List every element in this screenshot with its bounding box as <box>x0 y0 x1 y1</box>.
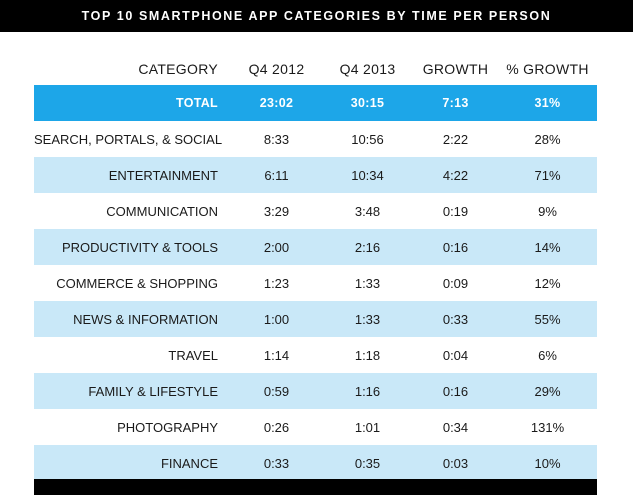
growth-cell: 0:04 <box>413 337 498 373</box>
q4-2012-cell: 0:33 <box>231 445 322 481</box>
q4-2012-cell: 3:29 <box>231 193 322 229</box>
q4-2013-cell: 0:35 <box>322 445 413 481</box>
total-growth-cell: 7:13 <box>413 85 498 121</box>
pct-growth-cell: 10% <box>498 445 597 481</box>
q4-2013-cell: 3:48 <box>322 193 413 229</box>
category-cell: PHOTOGRAPHY <box>34 409 231 445</box>
bottom-bar <box>34 479 597 495</box>
q4-2012-cell: 2:00 <box>231 229 322 265</box>
column-header-q4-2012: Q4 2012 <box>248 60 305 77</box>
total-row: TOTAL 23:02 30:15 7:13 31% <box>34 85 597 121</box>
pct-growth-cell: 55% <box>498 301 597 337</box>
growth-cell: 0:16 <box>413 373 498 409</box>
table-row: TRAVEL 1:14 1:18 0:04 6% <box>34 337 597 373</box>
q4-2013-cell: 1:18 <box>322 337 413 373</box>
table-body: TOTAL 23:02 30:15 7:13 31% SEARCH, PORTA… <box>34 85 597 481</box>
growth-cell: 0:33 <box>413 301 498 337</box>
pct-growth-cell: 14% <box>498 229 597 265</box>
total-q4-2012-cell: 23:02 <box>231 85 322 121</box>
chart-title: TOP 10 SMARTPHONE APP CATEGORIES BY TIME… <box>0 0 633 32</box>
column-header-pct-growth: % GROWTH <box>506 60 589 77</box>
q4-2012-cell: 6:11 <box>231 157 322 193</box>
column-header-growth: GROWTH <box>422 60 489 77</box>
category-cell: FINANCE <box>34 445 231 481</box>
growth-cell: 0:19 <box>413 193 498 229</box>
pct-growth-cell: 131% <box>498 409 597 445</box>
total-label-cell: TOTAL <box>34 85 231 121</box>
table-row: FINANCE 0:33 0:35 0:03 10% <box>34 445 597 481</box>
q4-2012-cell: 0:59 <box>231 373 322 409</box>
q4-2013-cell: 1:01 <box>322 409 413 445</box>
growth-cell: 0:34 <box>413 409 498 445</box>
table-row: COMMUNICATION 3:29 3:48 0:19 9% <box>34 193 597 229</box>
table-row: PHOTOGRAPHY 0:26 1:01 0:34 131% <box>34 409 597 445</box>
q4-2012-cell: 1:14 <box>231 337 322 373</box>
growth-cell: 0:03 <box>413 445 498 481</box>
growth-cell: 0:16 <box>413 229 498 265</box>
pct-growth-cell: 12% <box>498 265 597 301</box>
total-q4-2013-cell: 30:15 <box>322 85 413 121</box>
column-header-q4-2013: Q4 2013 <box>339 60 396 77</box>
table-row: ENTERTAINMENT 6:11 10:34 4:22 71% <box>34 157 597 193</box>
q4-2013-cell: 2:16 <box>322 229 413 265</box>
category-cell: FAMILY & LIFESTYLE <box>34 373 231 409</box>
table-row: SEARCH, PORTALS, & SOCIAL 8:33 10:56 2:22 28… <box>34 121 597 157</box>
category-cell: ENTERTAINMENT <box>34 157 231 193</box>
category-cell: SEARCH, PORTALS, & SOCIAL <box>34 121 231 157</box>
q4-2012-cell: 1:23 <box>231 265 322 301</box>
q4-2013-cell: 1:33 <box>322 301 413 337</box>
growth-cell: 4:22 <box>413 157 498 193</box>
q4-2013-cell: 1:33 <box>322 265 413 301</box>
pct-growth-cell: 6% <box>498 337 597 373</box>
q4-2013-cell: 10:34 <box>322 157 413 193</box>
q4-2013-cell: 1:16 <box>322 373 413 409</box>
pct-growth-cell: 71% <box>498 157 597 193</box>
category-cell: PRODUCTIVITY & TOOLS <box>34 229 231 265</box>
header-row: CATEGORY Q4 2012 Q4 2013 GROWTH % GROWTH <box>34 52 597 85</box>
table-row: NEWS & INFORMATION 1:00 1:33 0:33 55% <box>34 301 597 337</box>
pct-growth-cell: 9% <box>498 193 597 229</box>
growth-cell: 2:22 <box>413 121 498 157</box>
total-pct-growth-cell: 31% <box>498 85 597 121</box>
pct-growth-cell: 29% <box>498 373 597 409</box>
category-cell: NEWS & INFORMATION <box>34 301 231 337</box>
table-row: COMMERCE & SHOPPING 1:23 1:33 0:09 12% <box>34 265 597 301</box>
q4-2012-cell: 8:33 <box>231 121 322 157</box>
category-cell: TRAVEL <box>34 337 231 373</box>
column-header-category: CATEGORY <box>138 60 218 77</box>
category-cell: COMMUNICATION <box>34 193 231 229</box>
category-cell: COMMERCE & SHOPPING <box>34 265 231 301</box>
q4-2012-cell: 0:26 <box>231 409 322 445</box>
data-table: CATEGORY Q4 2012 Q4 2013 GROWTH % GROWTH… <box>34 52 597 481</box>
table-row: FAMILY & LIFESTYLE 0:59 1:16 0:16 29% <box>34 373 597 409</box>
q4-2012-cell: 1:00 <box>231 301 322 337</box>
q4-2013-cell: 10:56 <box>322 121 413 157</box>
growth-cell: 0:09 <box>413 265 498 301</box>
pct-growth-cell: 28% <box>498 121 597 157</box>
table-row: PRODUCTIVITY & TOOLS 2:00 2:16 0:16 14% <box>34 229 597 265</box>
